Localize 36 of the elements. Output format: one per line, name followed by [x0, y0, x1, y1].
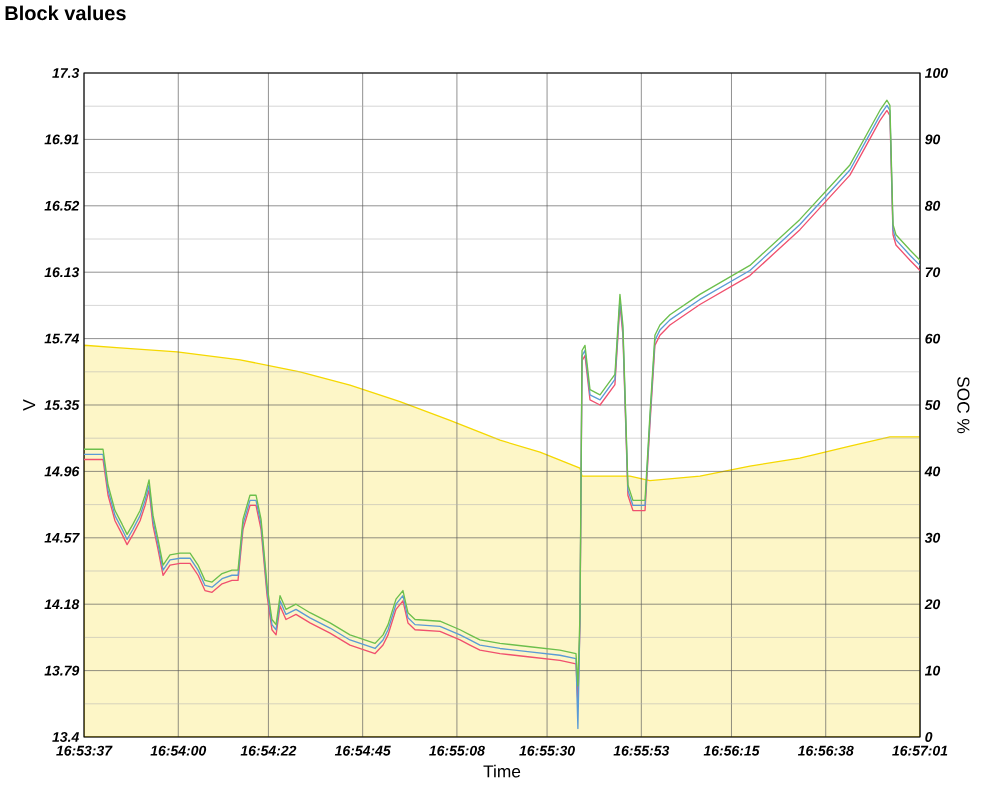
x-tick-label: 16:55:53 [613, 745, 670, 756]
y-axis-title: V [23, 399, 36, 411]
x-tick-label: 16:57:01 [892, 745, 948, 756]
y-tick-label: 15.74 [44, 333, 80, 344]
y-tick-label: 16.52 [44, 200, 80, 211]
x-axis-title: Time [483, 764, 521, 778]
y2-tick-label: 40 [924, 466, 941, 477]
y-tick-label: 14.96 [44, 466, 80, 477]
y2-tick-label: 60 [925, 333, 941, 344]
y2-tick-label: 0 [925, 732, 933, 742]
x-tick-label: 16:56:38 [797, 745, 854, 756]
y-tick-label: 14.57 [44, 532, 80, 543]
y-tick-label: 13.4 [52, 732, 80, 742]
y-tick-label: 13.79 [44, 665, 80, 676]
x-tick-label: 16:54:22 [240, 745, 297, 756]
x-tick-label: 16:55:30 [519, 745, 575, 756]
y-tick-label: 16.13 [44, 267, 80, 278]
y2-axis-title: SOC % [957, 376, 970, 434]
x-tick-label: 16:56:15 [703, 745, 760, 756]
y2-tick-label: 80 [924, 200, 941, 211]
y2-tick-label: 90 [925, 134, 941, 145]
x-tick-label: 16:53:37 [56, 745, 113, 756]
y2-tick-label: 10 [924, 665, 941, 676]
y2-tick-label: 20 [924, 599, 941, 610]
x-tick-label: 16:54:45 [334, 745, 391, 756]
chart-title: Block values [5, 5, 126, 21]
y-tick-label: 14.18 [44, 599, 80, 610]
y-tick-label: 15.35 [44, 400, 80, 410]
y-tick-label: 17.3 [52, 68, 80, 78]
y2-tick-label: 100 [924, 68, 948, 78]
y-tick-label: 16.91 [44, 134, 79, 145]
y2-tick-label: 50 [924, 400, 941, 410]
x-tick-label: 16:54:00 [150, 745, 207, 756]
y2-tick-label: 30 [924, 532, 941, 543]
y2-tick-label: 70 [925, 267, 941, 278]
x-tick-label: 16:55:08 [429, 745, 485, 756]
